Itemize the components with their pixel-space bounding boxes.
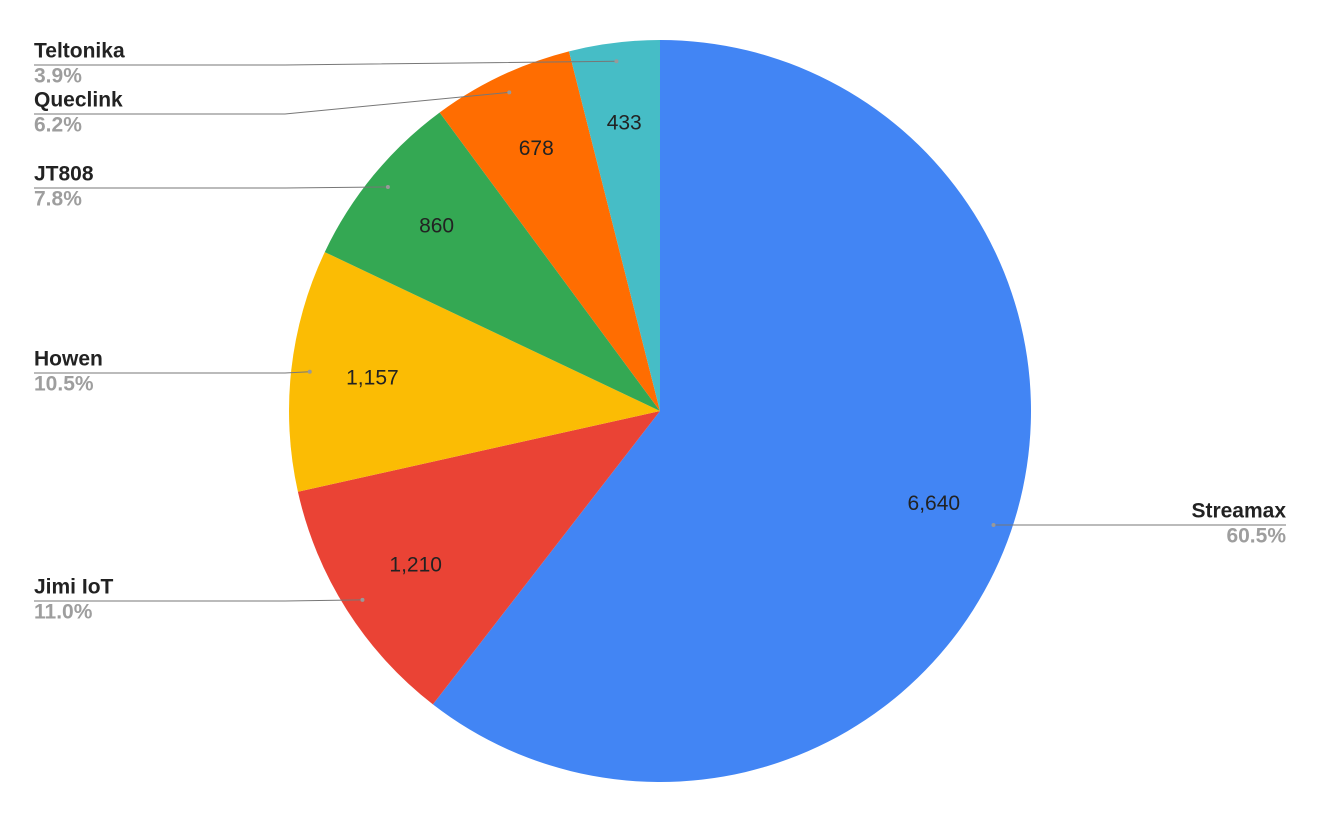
leader-dot	[507, 90, 512, 95]
legend-label: Queclink	[34, 89, 123, 112]
pie-slice	[297, 411, 660, 705]
pie-slice	[324, 112, 660, 411]
percent-label: 60.5%	[1226, 525, 1286, 548]
percent-label: 10.5%	[34, 373, 94, 396]
percent-label: 7.8%	[34, 188, 82, 211]
pie-slice	[439, 51, 660, 411]
leader-dot	[385, 184, 390, 189]
value-label: 433	[607, 111, 642, 134]
leader-dot	[614, 59, 619, 64]
value-label: 1,210	[389, 554, 442, 577]
leader-dot	[991, 523, 996, 528]
pie-slice	[568, 40, 660, 411]
legend-label: Jimi IoT	[34, 576, 114, 599]
leader-line	[34, 60, 617, 66]
legend-label: Teltonika	[34, 40, 125, 63]
value-label: 678	[519, 137, 554, 160]
percent-label: 3.9%	[34, 65, 82, 88]
pie-slice	[289, 252, 660, 492]
leader-line	[34, 186, 388, 189]
percent-label: 6.2%	[34, 114, 82, 137]
leader-dot	[307, 369, 312, 374]
legend-label: Howen	[34, 348, 103, 371]
pie-slice	[432, 40, 1031, 782]
leader-line	[34, 91, 510, 115]
leader-dot	[360, 597, 365, 602]
value-label: 1,157	[346, 366, 399, 389]
leader-line	[34, 371, 310, 374]
percent-label: 11.0%	[34, 601, 93, 624]
value-label: 860	[419, 215, 454, 238]
value-label: 6,640	[908, 492, 961, 515]
legend-label: JT808	[34, 163, 94, 186]
leader-line	[34, 599, 363, 602]
legend-label: Streamax	[1191, 500, 1286, 523]
